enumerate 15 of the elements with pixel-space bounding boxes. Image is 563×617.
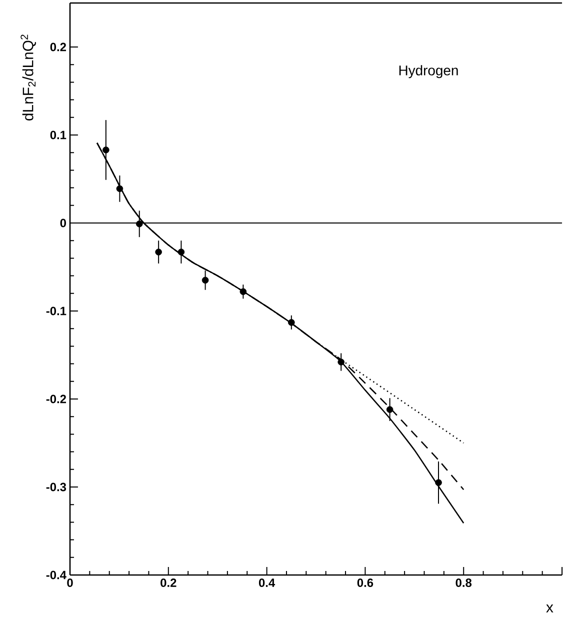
x-axis-title: x [546, 604, 554, 612]
y-tick-label: 0.1 [50, 130, 66, 140]
x-tick-label: 0.2 [160, 578, 176, 587]
y-tick-label: 0.2 [50, 42, 66, 52]
annotation: Hydrogen [399, 65, 458, 78]
y-tick-label: -0.4 [46, 570, 66, 580]
x-tick-label: 0.4 [258, 578, 276, 587]
y-tick-label: -0.3 [46, 482, 66, 492]
x-tick-label: 0.8 [456, 578, 472, 587]
y-axis-title: dLnF$_{2}$/dLnQ$^{2}$ [20, 34, 36, 120]
y-tick-label: -0.1 [46, 306, 66, 316]
x-tick-label: 0.6 [357, 578, 374, 587]
x-tick-label: 0 [67, 578, 73, 587]
y-tick-label: 0 [60, 218, 66, 228]
y-tick-label: -0.2 [46, 394, 66, 404]
